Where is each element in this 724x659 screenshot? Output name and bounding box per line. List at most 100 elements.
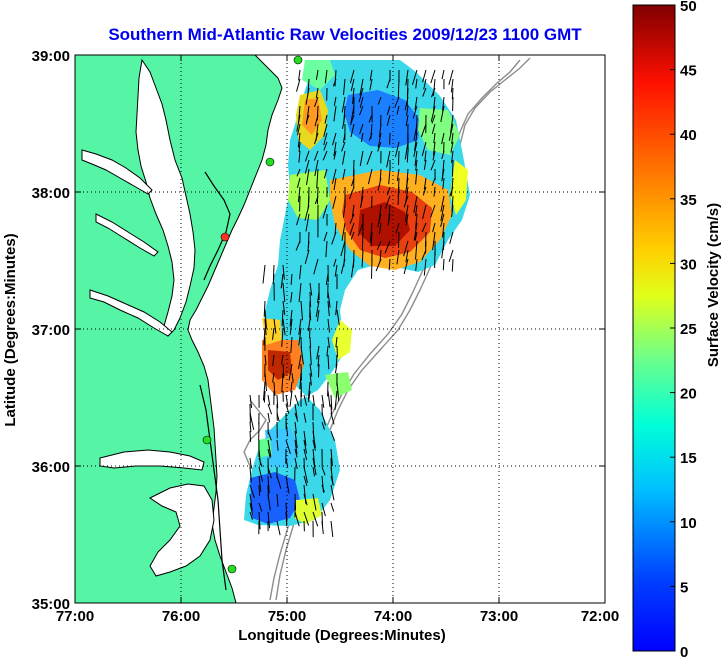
axis-ticks xyxy=(75,55,605,603)
y-tick-label: 37:00 xyxy=(32,322,70,339)
velocity-arrow xyxy=(350,231,355,240)
x-tick-label: 77:00 xyxy=(56,608,94,625)
velocity-arrow xyxy=(349,69,355,84)
x-tick-label: 73:00 xyxy=(480,608,518,625)
velocity-arrow xyxy=(314,159,319,177)
velocity-arrow xyxy=(331,231,337,245)
colorbar-tick: 35 xyxy=(680,192,697,209)
velocity-arrow xyxy=(433,132,436,144)
velocity-arrow xyxy=(314,132,319,145)
velocity-arrow xyxy=(314,96,319,107)
colorbar-tick: 15 xyxy=(680,450,697,467)
velocity-arrow xyxy=(411,69,418,86)
velocity-arrow xyxy=(323,123,328,137)
velocity-arrow xyxy=(334,264,338,277)
velocity-arrow xyxy=(263,327,266,346)
velocity-arrow xyxy=(342,150,346,165)
velocity-arrow xyxy=(300,363,302,381)
velocity-arrow xyxy=(404,96,409,111)
velocity-arrow xyxy=(267,466,272,479)
velocity-arrow xyxy=(276,439,279,451)
velocity-arrow xyxy=(442,258,445,271)
velocity-arrow xyxy=(313,258,319,275)
velocity-arrow xyxy=(327,390,331,408)
velocity-arrow xyxy=(294,511,300,527)
velocity-arrow xyxy=(442,96,445,112)
velocity-arrow xyxy=(282,318,286,336)
velocity-arrow xyxy=(396,249,400,265)
x-tick-label: 72:00 xyxy=(581,608,619,625)
velocity-arrow xyxy=(441,150,445,160)
velocity-arrow xyxy=(294,448,298,458)
velocity-arrow xyxy=(394,141,400,158)
velocity-arrow xyxy=(307,381,311,400)
velocity-arrow xyxy=(272,273,275,284)
y-tick-labels: 39:00 38:00 37:00 36:00 35:00 xyxy=(32,48,70,613)
velocity-arrow xyxy=(413,123,418,141)
velocity-arrow xyxy=(296,168,301,177)
velocity-arrow xyxy=(377,177,382,191)
y-tick-label: 38:00 xyxy=(32,185,70,202)
velocity-arrow xyxy=(312,493,317,511)
velocity-arrow xyxy=(294,457,298,469)
velocity-arrow xyxy=(316,186,319,205)
x-tick-label: 76:00 xyxy=(162,608,200,625)
velocity-arrow xyxy=(403,258,409,275)
velocity-arrow xyxy=(267,511,271,529)
x-tick-label: 74:00 xyxy=(374,608,412,625)
velocity-arrow xyxy=(297,123,301,136)
velocity-arrow xyxy=(309,363,313,377)
velocity-arrow xyxy=(276,520,281,536)
velocity-arrow xyxy=(397,78,400,99)
velocity-arrow xyxy=(422,87,427,97)
velocity-arrow xyxy=(267,448,271,459)
velocity-arrow xyxy=(361,249,364,268)
velocity-arrow xyxy=(359,150,364,167)
velocity-arrow xyxy=(318,363,320,378)
velocity-arrow xyxy=(327,336,330,348)
velocity-arrow xyxy=(368,132,373,141)
velocity-arrow xyxy=(415,159,418,171)
velocity-arrow xyxy=(323,141,328,151)
velocity-arrow xyxy=(351,204,355,218)
velocity-arrow xyxy=(303,448,308,461)
velocity-arrow xyxy=(450,141,454,153)
velocity-arrow xyxy=(281,309,284,327)
velocity-arrow xyxy=(289,309,293,327)
velocity-arrow xyxy=(315,87,319,99)
velocity-arrow xyxy=(398,231,400,249)
velocity-arrow xyxy=(304,204,310,221)
velocity-arrow xyxy=(317,291,320,304)
velocity-arrow xyxy=(298,282,302,303)
velocity-arrow xyxy=(431,87,436,98)
velocity-arrow xyxy=(264,318,267,336)
velocity-arrow xyxy=(413,195,418,213)
velocity-arrow xyxy=(422,186,427,196)
velocity-arrow xyxy=(403,195,409,208)
velocity-arrow xyxy=(308,390,311,402)
velocity-arrow xyxy=(303,511,310,526)
velocity-arrow xyxy=(315,300,320,317)
velocity-arrow xyxy=(336,309,340,326)
velocity-arrow xyxy=(333,150,337,160)
velocity-arrow xyxy=(321,520,324,535)
velocity-arrow xyxy=(332,195,337,209)
velocity-arrow xyxy=(377,141,382,152)
velocity-arrow xyxy=(303,412,307,423)
velocity-arrow xyxy=(404,204,409,222)
colorbar-label: Surface Velocity (cm/s) xyxy=(705,203,722,367)
velocity-arrow xyxy=(384,240,391,254)
velocity-arrow xyxy=(423,258,427,276)
velocity-arrow xyxy=(448,69,454,85)
velocity-arrow xyxy=(330,484,335,501)
velocity-arrow xyxy=(303,430,307,446)
velocity-arrow xyxy=(327,318,330,333)
velocity-arrow xyxy=(262,264,266,284)
velocity-arrow xyxy=(298,150,301,163)
velocity-arrow xyxy=(341,96,346,113)
velocity-arrow xyxy=(321,466,326,476)
velocity-arrow xyxy=(376,240,382,250)
velocity-arrow xyxy=(282,363,285,379)
velocity-arrow xyxy=(349,213,355,224)
